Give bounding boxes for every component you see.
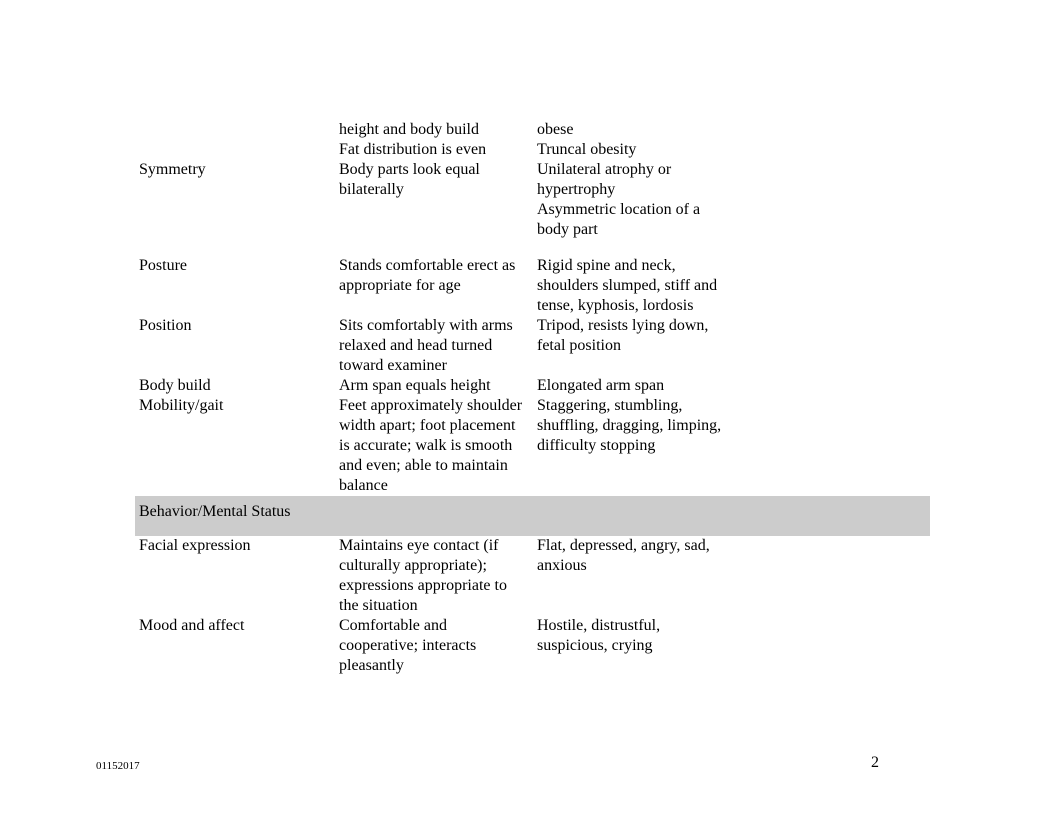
cell-normal: Maintains eye contact (if culturally app… bbox=[335, 536, 533, 616]
assessment-table: height and body build obese Fat distribu… bbox=[135, 120, 930, 676]
assessment-table-container: height and body build obese Fat distribu… bbox=[135, 120, 930, 676]
cell-abnormal: Asymmetric location of a body part bbox=[533, 200, 731, 256]
cell-abnormal: Truncal obesity bbox=[533, 140, 731, 160]
cell-notes bbox=[731, 616, 930, 676]
cell-normal: Fat distribution is even bbox=[335, 140, 533, 160]
cell-notes bbox=[731, 140, 930, 160]
cell-abnormal: Hostile, distrustful, suspicious, crying bbox=[533, 616, 731, 676]
cell-category: Facial expression bbox=[135, 536, 335, 616]
table-row: Body build Arm span equals height Elonga… bbox=[135, 376, 930, 396]
table-row: height and body build obese bbox=[135, 120, 930, 140]
table-row: Symmetry Body parts look equal bilateral… bbox=[135, 160, 930, 200]
table-row: Facial expression Maintains eye contact … bbox=[135, 536, 930, 616]
cell-category: Body build bbox=[135, 376, 335, 396]
cell-abnormal: Tripod, resists lying down, fetal positi… bbox=[533, 316, 731, 376]
cell-normal: Arm span equals height bbox=[335, 376, 533, 396]
cell-notes bbox=[731, 316, 930, 376]
section-header-row: Behavior/Mental Status bbox=[135, 496, 930, 536]
cell-notes bbox=[731, 396, 930, 496]
cell-category bbox=[135, 120, 335, 140]
cell-category bbox=[135, 140, 335, 160]
cell-normal bbox=[335, 200, 533, 256]
footer-page-number: 2 bbox=[871, 754, 879, 772]
cell-notes bbox=[731, 256, 930, 316]
table-row: Posture Stands comfortable erect as appr… bbox=[135, 256, 930, 316]
table-row: Mobility/gait Feet approximately shoulde… bbox=[135, 396, 930, 496]
cell-notes bbox=[731, 376, 930, 396]
cell-normal: height and body build bbox=[335, 120, 533, 140]
table-row: Position Sits comfortably with arms rela… bbox=[135, 316, 930, 376]
cell-normal: Stands comfortable erect as appropriate … bbox=[335, 256, 533, 316]
cell-category: Position bbox=[135, 316, 335, 376]
section-header-label: Behavior/Mental Status bbox=[135, 496, 930, 536]
cell-normal: Sits comfortably with arms relaxed and h… bbox=[335, 316, 533, 376]
cell-abnormal: Elongated arm span bbox=[533, 376, 731, 396]
cell-abnormal: Flat, depressed, angry, sad, anxious bbox=[533, 536, 731, 616]
cell-category: Posture bbox=[135, 256, 335, 316]
footer-date: 01152017 bbox=[96, 760, 140, 772]
cell-normal: Feet approximately shoulder width apart;… bbox=[335, 396, 533, 496]
cell-normal: Body parts look equal bilaterally bbox=[335, 160, 533, 200]
cell-abnormal: Rigid spine and neck, shoulders slumped,… bbox=[533, 256, 731, 316]
cell-abnormal: obese bbox=[533, 120, 731, 140]
cell-normal: Comfortable and cooperative; interacts p… bbox=[335, 616, 533, 676]
table-row: Asymmetric location of a body part bbox=[135, 200, 930, 256]
cell-notes bbox=[731, 536, 930, 616]
cell-abnormal: Unilateral atrophy or hypertrophy bbox=[533, 160, 731, 200]
cell-notes bbox=[731, 120, 930, 140]
table-row: Fat distribution is even Truncal obesity bbox=[135, 140, 930, 160]
cell-abnormal: Staggering, stumbling, shuffling, draggi… bbox=[533, 396, 731, 496]
cell-notes bbox=[731, 160, 930, 200]
cell-category bbox=[135, 200, 335, 256]
cell-notes bbox=[731, 200, 930, 256]
table-row: Mood and affect Comfortable and cooperat… bbox=[135, 616, 930, 676]
cell-category: Mobility/gait bbox=[135, 396, 335, 496]
cell-category: Symmetry bbox=[135, 160, 335, 200]
cell-category: Mood and affect bbox=[135, 616, 335, 676]
